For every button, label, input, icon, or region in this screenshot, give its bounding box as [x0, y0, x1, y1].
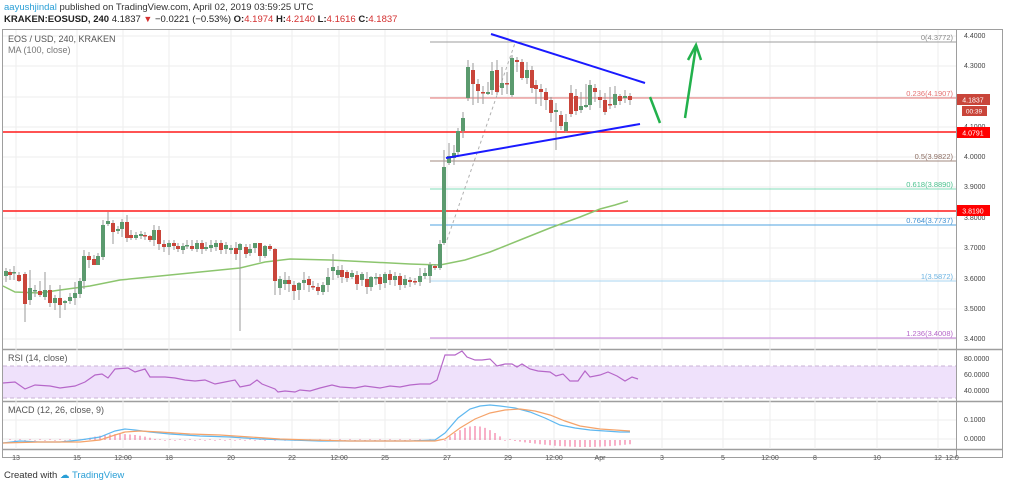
fib-trend-line [446, 42, 516, 241]
grid-horizontal [3, 35, 956, 440]
svg-text:0.1000: 0.1000 [964, 417, 986, 424]
svg-text:Apr: Apr [595, 455, 607, 462]
svg-text:12: 12 [934, 455, 942, 462]
last-price-badge: 4.1837 00:39 [957, 94, 990, 116]
time-axis: 13 15 12:00 18 20 22 12:00 25 27 29 12:0… [12, 455, 959, 462]
rsi-band [3, 366, 956, 398]
tradingview-cloud-icon: ☁ [59, 470, 70, 481]
svg-text:12:00: 12:00 [545, 455, 563, 462]
macd-histogram [9, 426, 631, 447]
price-axis: 4.4000 4.3000 4.2000 4.1000 4.0000 3.900… [964, 33, 986, 343]
svg-text:15: 15 [73, 455, 81, 462]
svg-text:25: 25 [381, 455, 389, 462]
close-value: 4.1837 [368, 14, 398, 25]
svg-text:8: 8 [813, 455, 817, 462]
svg-text:1(3.5872): 1(3.5872) [921, 272, 954, 281]
svg-text:3: 3 [660, 455, 664, 462]
svg-text:0.5(3.9822): 0.5(3.9822) [915, 152, 954, 161]
open-value: 4.1974 [244, 14, 274, 25]
rsi-line [2, 350, 639, 393]
down-triangle-icon: ▼ [143, 14, 153, 24]
resistance-badge-1: 4.0791 [957, 127, 990, 138]
svg-text:0(4.3772): 0(4.3772) [921, 33, 954, 42]
candlesticks [4, 55, 632, 331]
footer: Created with ☁ TradingView [4, 470, 125, 481]
symbol-line: KRAKEN:EOSUSD, 240 [4, 14, 110, 25]
svg-text:27: 27 [443, 455, 451, 462]
author-link[interactable]: aayushjindal [4, 2, 57, 13]
last-price: 4.1837 [111, 14, 141, 25]
svg-text:0.0000: 0.0000 [964, 436, 986, 443]
svg-text:18: 18 [165, 455, 173, 462]
arrow-head-icon [686, 41, 703, 61]
published-text: published on TradingView.com, April 02, … [59, 2, 314, 13]
symbol-info: KRAKEN:EOSUSD, 240 4.1837 ▼ −0.0221 (−0.… [4, 14, 398, 25]
svg-text:0.764(3.7737): 0.764(3.7737) [906, 216, 953, 225]
svg-text:22: 22 [288, 455, 296, 462]
svg-text:0.618(3.8890): 0.618(3.8890) [906, 180, 953, 189]
svg-text:80.0000: 80.0000 [964, 356, 989, 363]
svg-text:1.236(3.4008): 1.236(3.4008) [906, 329, 953, 338]
svg-text:3.8000: 3.8000 [964, 215, 986, 222]
high-value: 4.2140 [285, 14, 316, 25]
publish-info: aayushjindal published on TradingView.co… [4, 2, 313, 13]
signal-line [2, 408, 631, 444]
price-change: −0.0221 (−0.53%) [154, 14, 232, 25]
triangle-lower-trendline[interactable] [445, 123, 641, 159]
svg-text:4.0791: 4.0791 [962, 131, 984, 138]
svg-text:29: 29 [504, 455, 512, 462]
svg-text:13: 13 [12, 455, 20, 462]
svg-text:3.7000: 3.7000 [964, 245, 986, 252]
svg-text:3.4000: 3.4000 [964, 336, 986, 343]
rsi-axis: 80.0000 60.0000 40.0000 [964, 356, 989, 395]
svg-text:4.4000: 4.4000 [964, 33, 986, 40]
svg-text:12:00: 12:00 [114, 455, 132, 462]
projection-down-stroke [648, 96, 662, 124]
resistance-badge-2: 3.8190 [957, 205, 990, 216]
svg-text:3.6000: 3.6000 [964, 276, 986, 283]
triangle-upper-trendline[interactable] [490, 33, 646, 84]
svg-text:12:0: 12:0 [945, 455, 959, 462]
svg-text:10: 10 [873, 455, 881, 462]
rsi-pane-title[interactable]: RSI (14, close) [8, 353, 68, 363]
projection-up-arrow [683, 45, 698, 119]
svg-text:4.1837: 4.1837 [962, 98, 984, 105]
svg-text:20: 20 [227, 455, 235, 462]
macd-axis: 0.1000 0.0000 [964, 417, 986, 443]
svg-text:3.8190: 3.8190 [962, 209, 984, 216]
svg-text:12:00: 12:00 [330, 455, 348, 462]
macd-pane-title[interactable]: MACD (12, 26, close, 9) [8, 405, 105, 415]
svg-text:3.9000: 3.9000 [964, 184, 986, 191]
fib-labels: 0(4.3772) 0.236(4.1907) 0.5(3.9822) 0.61… [906, 33, 953, 338]
svg-text:60.0000: 60.0000 [964, 372, 989, 379]
svg-text:00:39: 00:39 [966, 109, 983, 116]
low-value: 4.1616 [326, 14, 356, 25]
price-pane-title: EOS / USD, 240, KRAKEN [8, 34, 116, 44]
svg-text:3.5000: 3.5000 [964, 306, 986, 313]
ma-indicator-label[interactable]: MA (100, close) [8, 45, 71, 55]
fibonacci-retracement[interactable] [430, 41, 956, 339]
svg-text:4.0000: 4.0000 [964, 154, 986, 161]
svg-text:5: 5 [721, 455, 725, 462]
svg-text:4.3000: 4.3000 [964, 63, 986, 70]
tradingview-brand-link[interactable]: TradingView [71, 470, 125, 481]
svg-text:40.0000: 40.0000 [964, 388, 989, 395]
svg-text:0.236(4.1907): 0.236(4.1907) [906, 89, 953, 98]
svg-text:12:00: 12:00 [761, 455, 779, 462]
